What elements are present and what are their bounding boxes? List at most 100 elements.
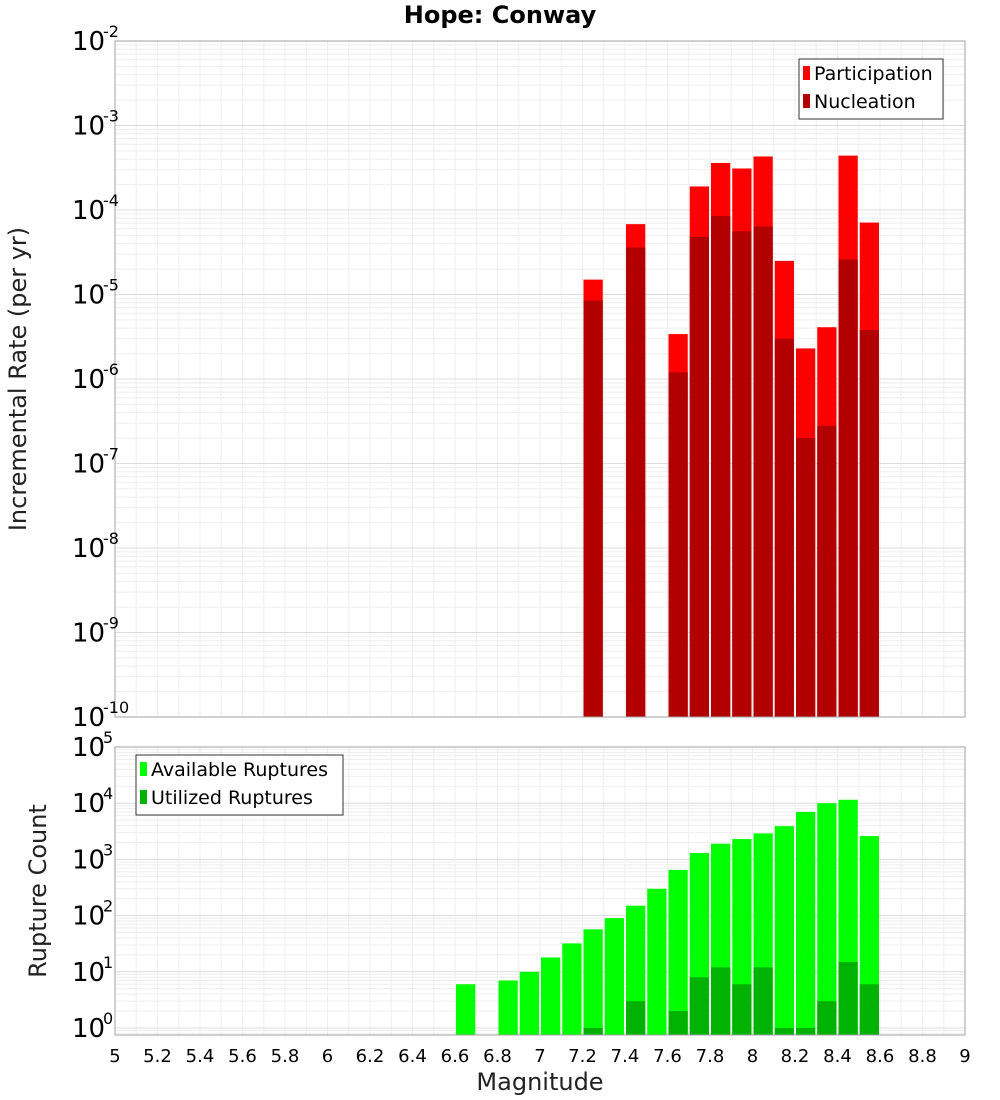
y-tick-exponent: -3	[103, 107, 119, 126]
y-tick-label: 10	[72, 196, 105, 226]
bar-utilized-ruptures	[817, 1001, 837, 1035]
y-tick-exponent: 1	[103, 953, 113, 972]
y-tick-exponent: -9	[103, 614, 119, 633]
y-tick-label: 10	[72, 845, 105, 875]
bar-available-ruptures	[817, 803, 837, 1035]
bar-utilized-ruptures	[732, 984, 752, 1035]
y-tick-label: 10	[72, 365, 105, 395]
y-axis-label-bottom: Rupture Count	[24, 804, 52, 978]
x-tick-label: 6.2	[356, 1046, 385, 1067]
x-tick-label: 6.8	[483, 1046, 512, 1067]
x-tick-label: 6.4	[398, 1046, 427, 1067]
x-axis-label: Magnitude	[476, 1068, 603, 1096]
bar-utilized-ruptures	[668, 1011, 688, 1035]
y-tick-exponent: 4	[103, 784, 113, 803]
bar-nucleation	[583, 300, 603, 717]
legend-swatch	[140, 762, 147, 776]
x-tick-label: 7.8	[696, 1046, 725, 1067]
legend-label: Nucleation	[814, 91, 916, 113]
y-tick-label: 10	[72, 27, 105, 57]
y-tick-label: 10	[72, 958, 105, 988]
x-tick-label: 9	[959, 1046, 970, 1067]
y-tick-exponent: 0	[103, 1009, 113, 1028]
y-tick-label: 10	[72, 1014, 105, 1044]
x-ticks: 5 5.2 5.4 5.6 5.8 6 6.2 6.4 6.6 6.8 7 7.2 7.4 7.6 7.8 8…	[109, 1046, 970, 1067]
bar-nucleation	[689, 236, 709, 717]
y-tick-label: 10	[72, 789, 105, 819]
bar-nucleation	[626, 247, 646, 717]
y-tick-exponent: 2	[103, 897, 113, 916]
legend-label: Participation	[814, 63, 933, 85]
x-tick-label: 5.2	[143, 1046, 172, 1067]
y-tick-label: 10	[72, 619, 105, 649]
x-tick-label: 8	[747, 1046, 758, 1067]
legend-box	[798, 58, 944, 120]
bar-available-ruptures	[456, 984, 476, 1035]
x-tick-label: 7.6	[653, 1046, 682, 1067]
bar-utilized-ruptures	[711, 967, 731, 1035]
legend-swatch	[803, 94, 810, 108]
y-tick-exponent: -2	[103, 22, 119, 41]
plot-frame-top	[114, 40, 966, 718]
bar-utilized-ruptures	[796, 1027, 816, 1035]
x-tick-label: 6.6	[441, 1046, 470, 1067]
y-tick-label: 10	[72, 733, 105, 763]
y-tick-exponent: -8	[103, 529, 119, 548]
bar-nucleation	[838, 259, 858, 717]
y-tick-label: 10	[72, 112, 105, 142]
y-tick-label: 10	[72, 534, 105, 564]
bar-utilized-ruptures	[583, 1027, 603, 1035]
legend-box	[135, 754, 344, 816]
chart-title: Hope: Conway	[404, 1, 597, 29]
legend-label: Available Ruptures	[151, 759, 328, 781]
legend-swatch	[803, 66, 810, 80]
bar-nucleation	[668, 372, 688, 717]
bar-utilized-ruptures	[838, 961, 858, 1035]
y-tick-exponent: -4	[103, 191, 119, 210]
bar-available-ruptures	[796, 811, 816, 1035]
bars-top	[583, 155, 879, 718]
bar-utilized-ruptures	[774, 1027, 794, 1035]
legend-bottom: Available Ruptures Utilized Ruptures	[135, 754, 344, 816]
bars-bottom	[456, 799, 879, 1035]
bar-utilized-ruptures	[753, 967, 773, 1035]
x-tick-label: 8.4	[823, 1046, 852, 1067]
y-axis-label-top: Incremental Rate (per yr)	[4, 227, 32, 531]
y-tick-label: 10	[72, 281, 105, 311]
y-tick-label: 10	[72, 703, 105, 733]
x-tick-label: 8.2	[781, 1046, 810, 1067]
y-tick-exponent: -5	[103, 276, 119, 295]
bar-nucleation	[774, 338, 794, 717]
legend-swatch	[140, 790, 147, 804]
x-tick-label: 5	[109, 1046, 120, 1067]
bar-available-ruptures	[562, 943, 582, 1035]
bar-nucleation	[732, 231, 752, 717]
bar-available-ruptures	[583, 929, 603, 1035]
bar-nucleation	[817, 425, 837, 717]
x-tick-label: 7.2	[568, 1046, 597, 1067]
bar-nucleation	[711, 215, 731, 717]
legend-top: Participation Nucleation	[798, 58, 944, 120]
y-tick-exponent: 3	[103, 840, 113, 859]
plot-frame-bottom	[114, 746, 966, 1036]
bar-available-ruptures	[647, 888, 667, 1035]
legend-label: Utilized Ruptures	[151, 787, 313, 809]
x-tick-label: 8.6	[866, 1046, 895, 1067]
x-tick-label: 5.4	[186, 1046, 215, 1067]
bar-nucleation	[796, 438, 816, 717]
bar-available-ruptures	[498, 980, 518, 1035]
x-tick-label: 6	[322, 1046, 333, 1067]
x-tick-label: 5.6	[228, 1046, 257, 1067]
x-tick-label: 8.8	[908, 1046, 937, 1067]
y-tick-label: 10	[72, 450, 105, 480]
bar-available-ruptures	[541, 957, 561, 1035]
y-tick-exponent: -10	[103, 698, 129, 717]
bar-utilized-ruptures	[859, 984, 879, 1035]
y-tick-exponent: 5	[103, 728, 113, 747]
x-tick-label: 5.8	[271, 1046, 300, 1067]
bar-utilized-ruptures	[626, 1001, 646, 1035]
